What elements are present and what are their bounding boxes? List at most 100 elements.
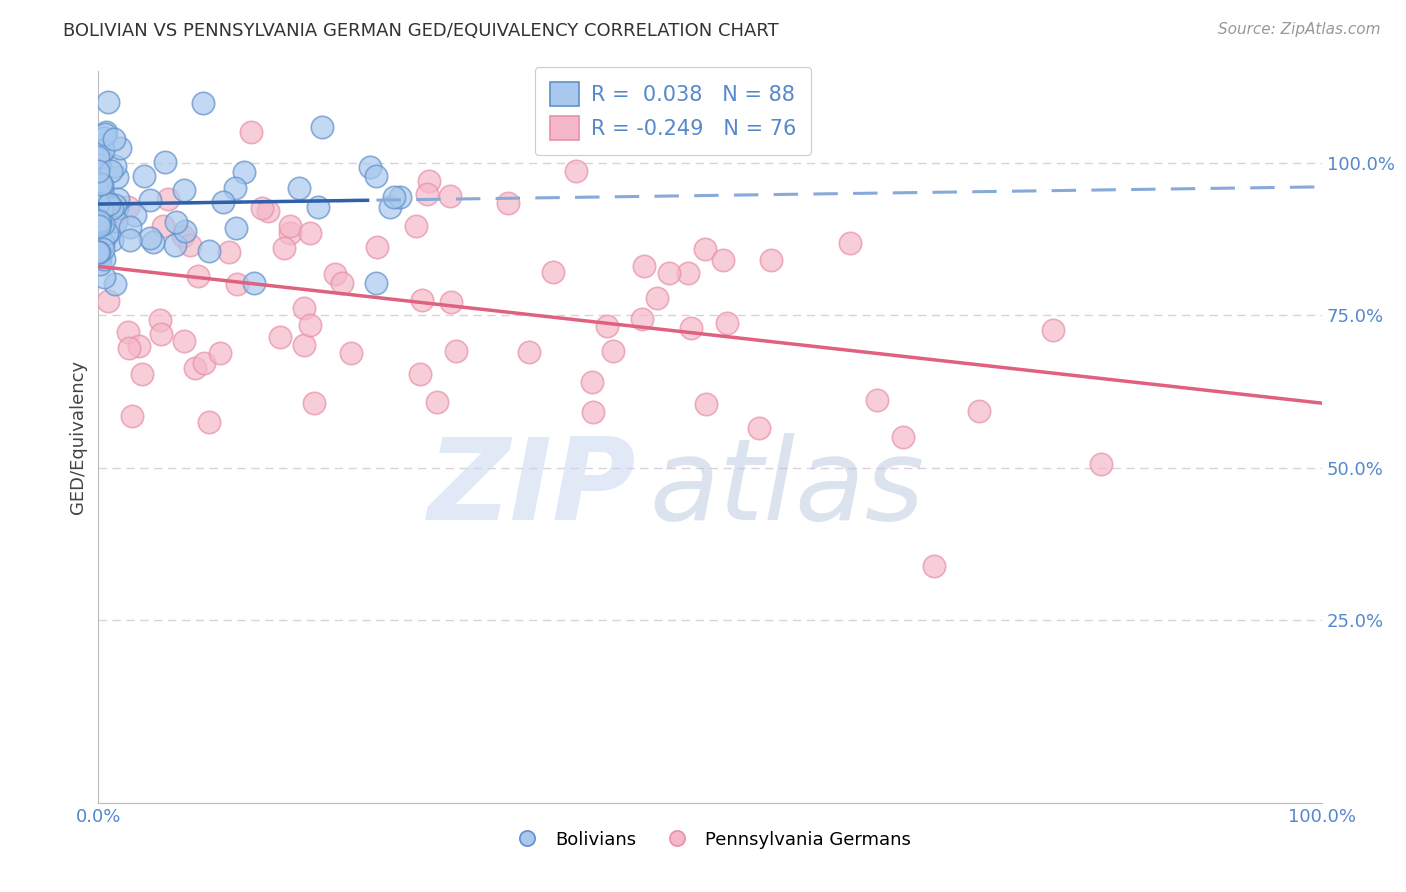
Point xyxy=(380,200,402,214)
Point xyxy=(298,227,321,241)
Point xyxy=(89,181,111,195)
Point xyxy=(90,177,112,191)
Point xyxy=(647,291,669,305)
Point xyxy=(90,202,112,216)
Point xyxy=(364,276,387,290)
Point xyxy=(93,252,115,267)
Point xyxy=(87,164,110,178)
Point xyxy=(713,253,735,268)
Point xyxy=(87,214,110,228)
Text: BOLIVIAN VS PENNSYLVANIA GERMAN GED/EQUIVALENCY CORRELATION CHART: BOLIVIAN VS PENNSYLVANIA GERMAN GED/EQUI… xyxy=(63,22,779,40)
Point xyxy=(179,238,201,252)
Point xyxy=(517,345,540,359)
Point xyxy=(922,558,945,573)
Point xyxy=(211,195,233,210)
Point xyxy=(411,293,433,307)
Point xyxy=(87,208,110,222)
Point xyxy=(239,125,262,139)
Point xyxy=(581,405,603,419)
Point xyxy=(87,196,110,211)
Point xyxy=(193,95,215,110)
Point xyxy=(131,367,153,381)
Point xyxy=(256,203,278,218)
Point xyxy=(87,245,110,260)
Point xyxy=(389,190,412,204)
Point xyxy=(121,409,143,424)
Point xyxy=(340,345,363,359)
Point xyxy=(541,265,564,279)
Point xyxy=(150,327,173,342)
Point xyxy=(103,131,125,145)
Point xyxy=(288,181,311,195)
Point xyxy=(679,321,702,335)
Y-axis label: GED/Equivalency: GED/Equivalency xyxy=(69,360,87,514)
Point xyxy=(716,316,738,330)
Point xyxy=(325,267,347,281)
Point xyxy=(173,334,195,348)
Point xyxy=(87,174,110,188)
Point xyxy=(157,192,180,206)
Point xyxy=(98,197,121,211)
Point xyxy=(132,169,155,183)
Point xyxy=(174,224,197,238)
Point xyxy=(278,226,301,240)
Point xyxy=(891,430,914,444)
Point xyxy=(197,415,219,429)
Point xyxy=(496,196,519,211)
Point xyxy=(96,226,118,240)
Point xyxy=(208,345,231,359)
Point xyxy=(839,236,862,251)
Point xyxy=(292,337,315,351)
Point xyxy=(695,242,717,256)
Point xyxy=(440,295,463,310)
Point xyxy=(87,219,110,234)
Point xyxy=(596,318,619,333)
Point xyxy=(224,180,246,194)
Point xyxy=(94,125,117,139)
Point xyxy=(117,325,139,339)
Point xyxy=(104,277,127,291)
Point xyxy=(110,141,132,155)
Point xyxy=(94,127,117,141)
Point xyxy=(104,198,127,212)
Point xyxy=(93,214,115,228)
Point xyxy=(105,170,128,185)
Point xyxy=(292,301,315,316)
Point xyxy=(658,266,681,280)
Text: Source: ZipAtlas.com: Source: ZipAtlas.com xyxy=(1218,22,1381,37)
Point xyxy=(1042,323,1064,337)
Point xyxy=(90,241,112,255)
Point xyxy=(93,195,115,210)
Point xyxy=(1090,457,1112,471)
Point xyxy=(307,200,329,214)
Point xyxy=(198,244,221,259)
Point xyxy=(97,293,120,308)
Point xyxy=(103,213,125,227)
Point xyxy=(87,199,110,213)
Point xyxy=(87,213,110,227)
Point xyxy=(87,245,110,260)
Point xyxy=(426,395,449,409)
Point xyxy=(149,313,172,327)
Point xyxy=(233,164,256,178)
Point xyxy=(91,218,114,232)
Text: ZIP: ZIP xyxy=(429,433,637,544)
Point xyxy=(87,170,110,185)
Point xyxy=(90,145,112,160)
Point xyxy=(418,174,440,188)
Point xyxy=(90,194,112,209)
Point xyxy=(225,221,247,235)
Point xyxy=(193,356,215,370)
Point xyxy=(87,144,110,158)
Legend: Bolivians, Pennsylvania Germans: Bolivians, Pennsylvania Germans xyxy=(502,823,918,856)
Point xyxy=(173,183,195,197)
Point xyxy=(581,375,603,389)
Point xyxy=(128,339,150,353)
Point xyxy=(165,215,187,229)
Point xyxy=(311,120,333,134)
Point xyxy=(405,219,427,233)
Point xyxy=(89,251,111,265)
Point xyxy=(87,216,110,230)
Point xyxy=(90,184,112,198)
Point xyxy=(93,270,115,285)
